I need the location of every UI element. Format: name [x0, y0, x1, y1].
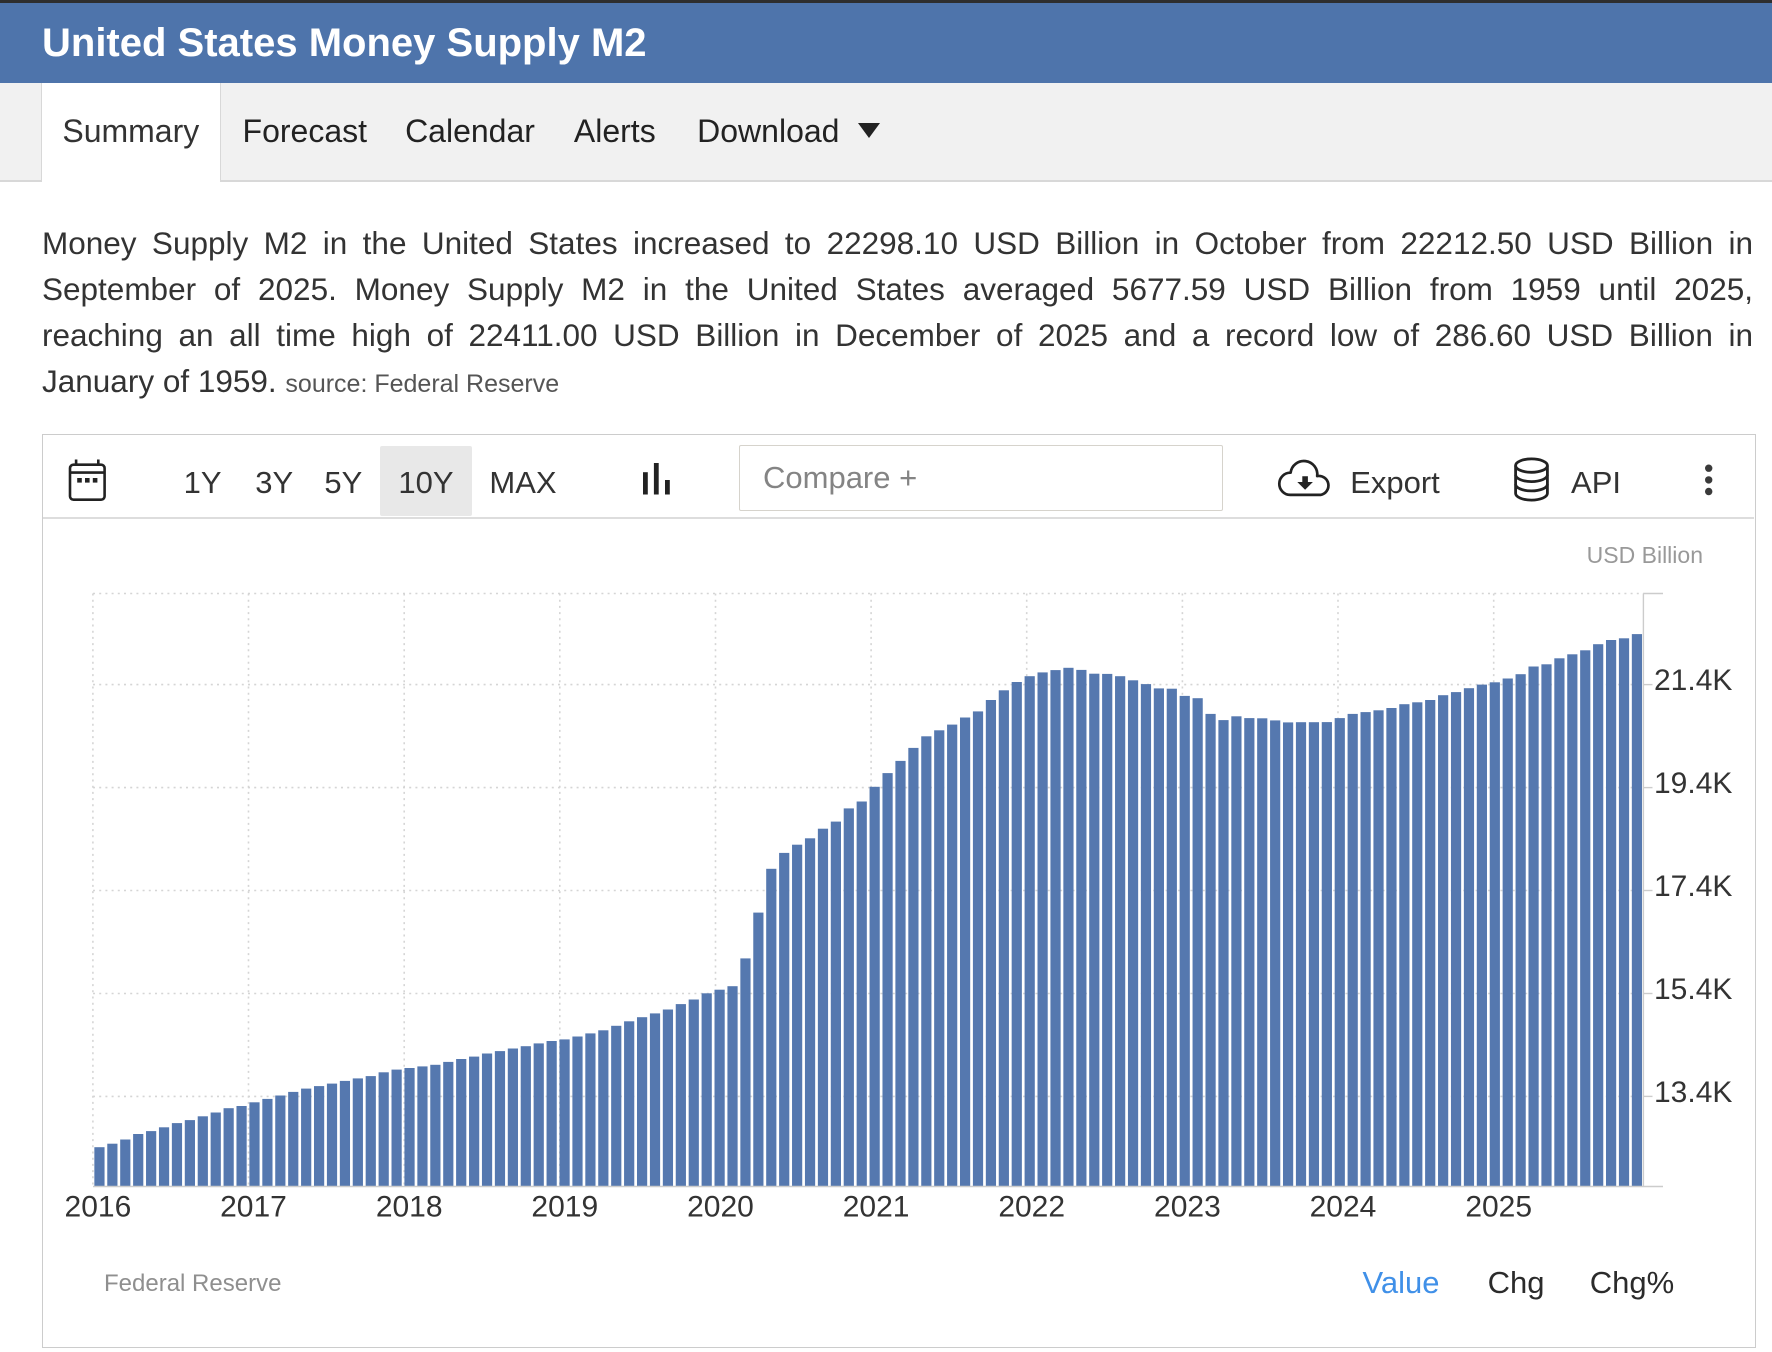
svg-text:15.4K: 15.4K	[1654, 973, 1732, 1006]
svg-text:2025: 2025	[1465, 1191, 1532, 1224]
svg-text:Federal Reserve: Federal Reserve	[104, 1270, 281, 1297]
svg-text:19.4K: 19.4K	[1654, 767, 1732, 800]
svg-text:USD Billion: USD Billion	[1587, 542, 1703, 568]
svg-text:Chg: Chg	[1488, 1265, 1545, 1300]
svg-text:Value: Value	[1363, 1265, 1440, 1300]
svg-text:2017: 2017	[220, 1191, 287, 1224]
svg-text:Chg%: Chg%	[1590, 1265, 1674, 1300]
svg-text:2020: 2020	[687, 1191, 754, 1224]
svg-text:17.4K: 17.4K	[1654, 870, 1732, 903]
svg-text:2021: 2021	[843, 1191, 910, 1224]
svg-text:2022: 2022	[998, 1191, 1065, 1224]
svg-text:21.4K: 21.4K	[1654, 664, 1732, 697]
svg-text:2019: 2019	[531, 1191, 598, 1224]
svg-text:2018: 2018	[376, 1191, 443, 1224]
svg-text:2016: 2016	[65, 1191, 132, 1224]
svg-text:2023: 2023	[1154, 1191, 1221, 1224]
svg-text:2024: 2024	[1310, 1191, 1377, 1224]
svg-text:13.4K: 13.4K	[1654, 1076, 1732, 1109]
